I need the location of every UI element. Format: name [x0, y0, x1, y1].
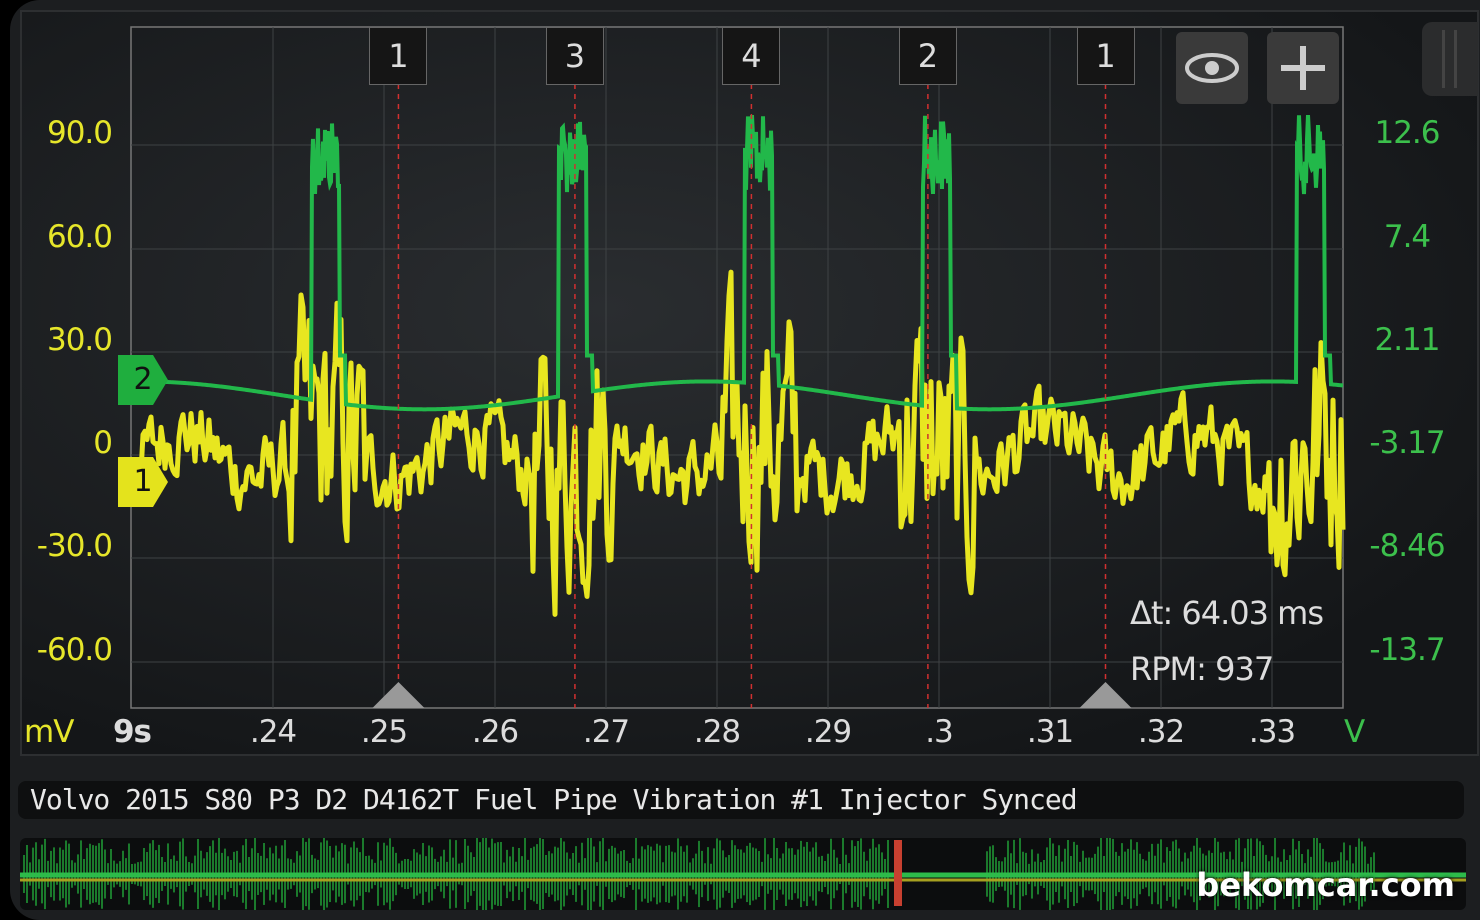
- visibility-button[interactable]: [1176, 32, 1248, 104]
- time-axis-tick: .24: [249, 714, 297, 750]
- rpm-readout: RPM: 937: [1130, 650, 1274, 688]
- right-axis-unit: V: [1344, 714, 1365, 750]
- time-axis-tick: .25: [360, 714, 408, 750]
- eye-icon: [1185, 53, 1239, 83]
- time-axis-tick: .32: [1137, 714, 1185, 750]
- left-axis-tick: 0: [93, 425, 113, 461]
- right-axis-tick: 12.6: [1374, 115, 1440, 151]
- left-axis-unit: mV: [24, 714, 74, 750]
- time-axis-tick: .29: [804, 714, 852, 750]
- cylinder-marker[interactable]: 3: [545, 27, 604, 85]
- plus-icon: [1281, 46, 1325, 90]
- time-axis-tick: .28: [693, 714, 741, 750]
- overview-position-marker[interactable]: [894, 840, 902, 906]
- watermark: bekomcar.com: [1196, 866, 1455, 904]
- right-axis-tick: 2.11: [1374, 322, 1440, 358]
- left-axis-tick: -60.0: [36, 632, 113, 668]
- time-axis-tick: .31: [1026, 714, 1074, 750]
- recording-title[interactable]: Volvo 2015 S80 P3 D2 D4162T Fuel Pipe Vi…: [18, 781, 1464, 819]
- time-axis-tick: 9s: [112, 714, 152, 750]
- right-axis-tick: 7.4: [1383, 219, 1431, 255]
- time-axis-tick: .3: [925, 714, 954, 750]
- cylinder-marker[interactable]: 1: [369, 27, 428, 85]
- side-panel-handle[interactable]: [1422, 22, 1478, 96]
- left-axis-tick: 60.0: [46, 219, 113, 255]
- cursor-handle[interactable]: [1079, 682, 1132, 708]
- cursor-handle[interactable]: [372, 682, 425, 708]
- delta-t-readout: Δt: 64.03 ms: [1130, 594, 1324, 632]
- time-axis-tick: .26: [471, 714, 519, 750]
- cylinder-marker[interactable]: 4: [722, 27, 781, 85]
- time-axis-tick: .33: [1248, 714, 1296, 750]
- time-axis-tick: .27: [582, 714, 630, 750]
- left-axis-tick: 90.0: [46, 115, 113, 151]
- cylinder-marker[interactable]: 2: [898, 27, 957, 85]
- left-axis-tick: 30.0: [46, 322, 113, 358]
- overview-timeline[interactable]: [20, 838, 1466, 910]
- left-axis-tick: -30.0: [36, 528, 113, 564]
- right-axis-tick: -3.17: [1369, 425, 1445, 461]
- right-axis-tick: -8.46: [1369, 528, 1445, 564]
- channel-2-trace: [130, 114, 1344, 412]
- right-axis-tick: -13.7: [1369, 632, 1445, 668]
- cylinder-marker[interactable]: 1: [1076, 27, 1135, 85]
- add-channel-button[interactable]: [1267, 32, 1339, 104]
